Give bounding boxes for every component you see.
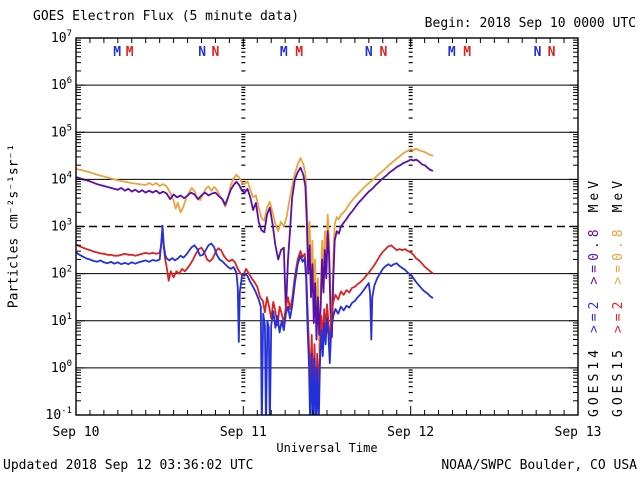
legend-goes15-name: GOES15 — [611, 346, 626, 417]
marker-M-goes14: M — [113, 45, 121, 60]
updated-timestamp: Updated 2018 Sep 12 03:36:02 UTC — [3, 458, 254, 473]
y-tick-label: 106 — [51, 76, 72, 93]
flux-series — [76, 147, 434, 415]
legend-goes14: GOES14 >=2 >=0.8 MeV — [587, 177, 602, 417]
legend-goes15-2mev: >=2 — [611, 297, 626, 334]
series-goes15-0-8-mev — [76, 147, 434, 353]
marker-N-goes15: N — [212, 45, 220, 60]
marker-M-goes14: M — [280, 45, 288, 60]
legend-goes15-08mev: >=0.8 — [611, 225, 626, 285]
noon-midnight-markers: M M MM M MN N NN N N — [113, 45, 555, 60]
y-tick-label: 10-1 — [46, 406, 73, 423]
x-tick-label: Sep 12 — [387, 425, 435, 440]
y-tick-label: 105 — [51, 123, 72, 140]
marker-M-goes15: M — [463, 45, 471, 60]
y-tick-label: 102 — [51, 265, 72, 282]
marker-M-goes15: M — [295, 45, 303, 60]
marker-N-goes15: N — [380, 45, 388, 60]
x-tick-label: Sep 13 — [554, 425, 602, 440]
day-boundary-lines — [241, 39, 413, 402]
y-tick-label: 107 — [51, 29, 72, 46]
y-tick-label: 101 — [51, 312, 72, 329]
marker-N-goes15: N — [548, 45, 556, 60]
legend-goes14-2mev: >=2 — [587, 297, 602, 334]
marker-N-goes14: N — [365, 45, 373, 60]
marker-M-goes14: M — [448, 45, 456, 60]
marker-M-goes15: M — [126, 45, 134, 60]
x-axis-title: Universal Time — [276, 441, 378, 455]
y-tick-label: 103 — [51, 218, 72, 235]
chart-title: GOES Electron Flux (5 minute data) — [33, 9, 300, 24]
y-tick-label: 100 — [51, 359, 72, 376]
y-tick-labels: 107 106 105 104 103 102 101 100 10-1 — [46, 29, 73, 423]
marker-N-goes14: N — [534, 45, 542, 60]
data-source-label: NOAA/SWPC Boulder, CO USA — [441, 458, 637, 473]
legend-goes15: GOES15 >=2 >=0.8 MeV — [611, 177, 626, 417]
x-tick-label: Sep 10 — [52, 425, 100, 440]
legend-goes14-name: GOES14 — [587, 346, 602, 417]
legend-goes14-08mev: >=0.8 — [587, 225, 602, 285]
legend-goes14-unit: MeV — [587, 176, 602, 213]
legend-goes15-unit: MeV — [611, 176, 626, 213]
series-goes15-2-mev — [76, 230, 434, 409]
y-tick-label: 104 — [51, 170, 72, 187]
x-tick-label: Sep 11 — [219, 425, 267, 440]
marker-N-goes14: N — [198, 45, 206, 60]
series-goes14-0-8-mev — [76, 158, 434, 341]
series-goes14-2-mev — [76, 224, 434, 415]
y-axis-title: Particles cm⁻²s⁻¹sr⁻¹ — [6, 143, 22, 309]
begin-time-label: Begin: 2018 Sep 10 0000 UTC — [424, 16, 636, 31]
axis-ticks — [75, 37, 579, 416]
